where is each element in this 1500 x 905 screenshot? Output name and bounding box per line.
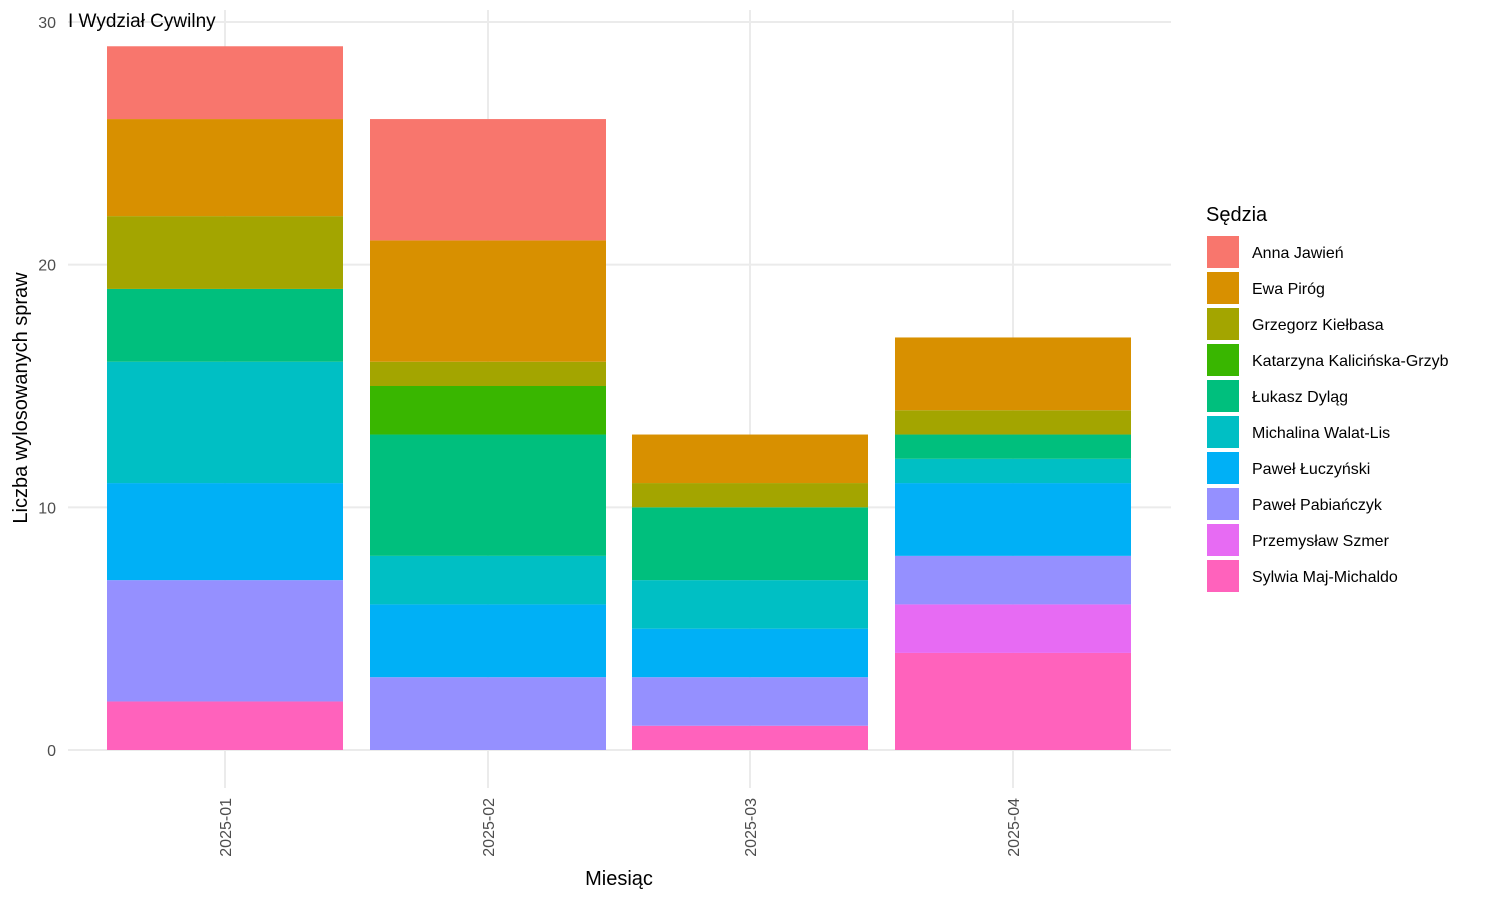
legend-label: Anna Jawień [1252, 245, 1344, 262]
legend-key [1207, 344, 1239, 376]
legend-item: Paweł Łuczyński [1207, 452, 1370, 484]
y-tick-label: 30 [38, 15, 56, 32]
bar-segment [632, 483, 868, 508]
bar-segment [895, 604, 1131, 653]
bar-segment [632, 677, 868, 726]
y-tick-label: 0 [47, 743, 56, 760]
bar-segment [632, 434, 868, 484]
bar-segment [107, 483, 343, 581]
legend-item: Michalina Walat-Lis [1207, 416, 1390, 448]
bar-segment [895, 434, 1131, 459]
legend-label: Sylwia Maj-Michaldo [1252, 569, 1398, 586]
legend-item: Anna Jawień [1207, 236, 1344, 268]
legend-key [1207, 308, 1239, 340]
bar-segment [632, 580, 868, 629]
legend-label: Paweł Pabiańczyk [1252, 497, 1383, 514]
legend-label: Michalina Walat-Lis [1252, 425, 1390, 442]
legend-label: Przemysław Szmer [1252, 533, 1390, 550]
legend-items: Anna Jawień Ewa Piróg Grzegorz Kiełbasa Kat… [1207, 236, 1449, 592]
bar-segment [895, 337, 1131, 411]
legend-key [1207, 416, 1239, 448]
bar-segment [370, 677, 606, 750]
legend-key [1207, 524, 1239, 556]
bar-segment [370, 434, 606, 556]
legend-title: Sędzia [1206, 204, 1268, 226]
legend-item: Łukasz Dyląg [1207, 380, 1348, 412]
legend-label: Paweł Łuczyński [1252, 461, 1370, 478]
legend-item: Paweł Pabiańczyk [1207, 488, 1383, 520]
bar-segment [895, 652, 1131, 750]
bar-segment [107, 701, 343, 750]
legend-label: Ewa Piróg [1252, 281, 1325, 298]
legend-key [1207, 272, 1239, 304]
y-tick-label: 20 [38, 258, 56, 275]
legend-label: Grzegorz Kiełbasa [1252, 317, 1384, 334]
legend-label: Katarzyna Kalicińska-Grzyb [1252, 353, 1449, 370]
bar-segment [107, 288, 343, 362]
bar-segment [895, 410, 1131, 435]
bar-segment [370, 361, 606, 386]
legend-key [1207, 236, 1239, 268]
legend-item: Sylwia Maj-Michaldo [1207, 560, 1398, 592]
x-tick-label: 2025-01 [218, 798, 235, 857]
bar-segment [370, 240, 606, 362]
bar-segment [632, 725, 868, 750]
bar-segment [370, 555, 606, 605]
bar-segment [370, 604, 606, 678]
legend-item: Przemysław Szmer [1207, 524, 1390, 556]
x-axis-ticks: 2025-01 2025-02 2025-03 2025-04 [218, 798, 1023, 857]
bar-segment [895, 555, 1131, 605]
bar-segment [107, 580, 343, 702]
legend-item: Ewa Piróg [1207, 272, 1325, 304]
bar-segment [895, 483, 1131, 556]
legend-key [1207, 380, 1239, 412]
bar-segment [370, 119, 606, 241]
bar-segment [107, 216, 343, 289]
bar-segment [107, 361, 343, 484]
y-axis-ticks: 0 10 20 30 [38, 15, 56, 760]
bar-segment [107, 46, 343, 120]
bar-segment [632, 628, 868, 678]
legend-key [1207, 452, 1239, 484]
bars [107, 46, 1131, 750]
legend-item: Grzegorz Kiełbasa [1207, 308, 1384, 340]
chart-title: I Wydział Cywilny [68, 11, 216, 32]
bar-segment [370, 386, 606, 435]
legend-key [1207, 560, 1239, 592]
bar-segment [632, 507, 868, 581]
x-tick-label: 2025-02 [481, 798, 498, 857]
legend-key [1207, 488, 1239, 520]
bar-segment [895, 458, 1131, 484]
x-tick-label: 2025-03 [743, 798, 760, 857]
legend-item: Katarzyna Kalicińska-Grzyb [1207, 344, 1449, 376]
bar-segment [107, 119, 343, 217]
legend-label: Łukasz Dyląg [1252, 389, 1348, 406]
x-axis-title: Miesiąc [585, 868, 653, 890]
x-tick-label: 2025-04 [1006, 798, 1023, 857]
y-tick-label: 10 [38, 500, 56, 517]
y-axis-title: Liczba wylosowanych spraw [10, 272, 32, 524]
legend: Sędzia Anna Jawień Ewa Piróg Grzegorz Kieł… [1206, 204, 1449, 592]
